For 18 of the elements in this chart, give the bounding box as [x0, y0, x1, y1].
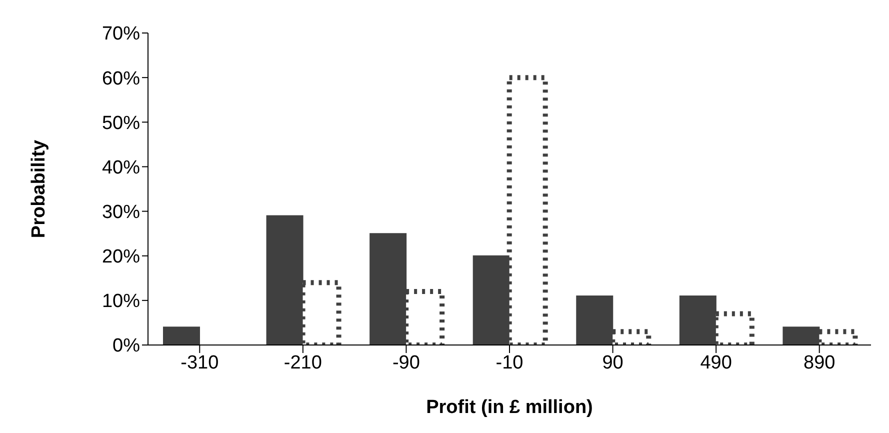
- x-tick-label: -310: [180, 352, 219, 374]
- x-tick-label: 490: [700, 352, 732, 374]
- y-tick-label: 50%: [102, 112, 140, 134]
- bar: [162, 326, 200, 345]
- y-tick-label: 40%: [102, 157, 140, 178]
- x-tick-label: 890: [804, 352, 836, 374]
- x-tick-label: -90: [392, 352, 420, 374]
- x-tick-label: 90: [602, 352, 624, 374]
- y-tick-label: 60%: [102, 68, 140, 90]
- x-tick-label: -210: [284, 352, 322, 374]
- y-tick-label: 20%: [102, 246, 140, 268]
- x-axis-title: Profit (in £ million): [426, 397, 593, 418]
- y-tick-label: 10%: [102, 291, 140, 312]
- y-tick-label: 30%: [102, 202, 140, 224]
- y-axis-title: Probability: [28, 139, 50, 238]
- y-tick-label: 70%: [102, 24, 140, 45]
- x-tick-label: -10: [496, 352, 524, 374]
- y-tick-label: 0%: [112, 336, 140, 357]
